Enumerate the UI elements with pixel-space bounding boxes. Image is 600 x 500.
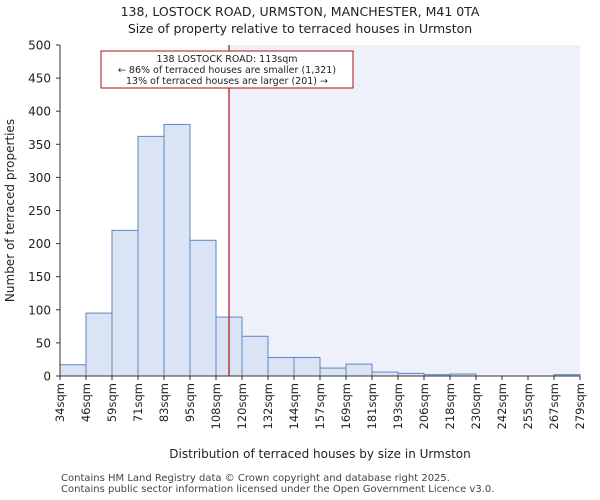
- annotation-box: [100, 50, 354, 89]
- footer-licence: Contains public sector information licen…: [61, 484, 495, 495]
- x-tick-label: 144sqm: [287, 383, 301, 429]
- y-tick-label: 450: [28, 72, 51, 86]
- y-tick-label: 400: [28, 105, 51, 119]
- x-tick-label: 108sqm: [209, 383, 223, 429]
- y-tick-label: 100: [28, 303, 51, 317]
- x-tick-label: 267sqm: [547, 383, 561, 429]
- x-tick-label: 157sqm: [313, 383, 327, 429]
- x-tick-label: 59sqm: [105, 383, 119, 422]
- bar-83sqm: [163, 123, 191, 377]
- x-tick-label: 132sqm: [261, 383, 275, 429]
- y-tick-label: 250: [28, 204, 51, 218]
- x-tick-label: 255sqm: [521, 383, 535, 429]
- x-tick-label: 206sqm: [417, 383, 431, 429]
- larger-properties-region: [229, 45, 580, 376]
- property-annotation: 138 LOSTOCK ROAD: 113sqm ← 86% of terrac…: [100, 50, 354, 89]
- bar-120sqm: [241, 335, 269, 377]
- x-tick-label: 218sqm: [443, 383, 457, 429]
- y-tick-label: 300: [28, 171, 51, 185]
- bar-157sqm: [319, 367, 347, 377]
- x-tick-label: 279sqm: [573, 383, 587, 429]
- chart-title-address: 138, LOSTOCK ROAD, URMSTON, MANCHESTER, …: [120, 4, 480, 19]
- x-tick-label: 83sqm: [157, 383, 171, 422]
- x-axis: 34sqm 46sqm 59sqm 71sqm 83sqm 95sqm 108sqm 120s…: [53, 375, 587, 429]
- bars-group: [59, 123, 581, 377]
- bar-132sqm: [267, 356, 295, 377]
- x-tick-label: 34sqm: [53, 383, 67, 422]
- y-axis: 0 50 100 150 200 250 300 350 400 450 500: [28, 39, 61, 384]
- x-tick-label: 46sqm: [79, 383, 93, 422]
- x-tick-label: 169sqm: [339, 383, 353, 429]
- x-tick-label: 181sqm: [365, 383, 379, 429]
- y-tick-label: 50: [36, 336, 51, 350]
- bar-34sqm: [59, 364, 87, 377]
- x-tick-label: 230sqm: [469, 383, 483, 429]
- y-tick-label: 200: [28, 237, 51, 251]
- bar-95sqm: [189, 239, 217, 377]
- x-tick-label: 71sqm: [131, 383, 145, 422]
- x-tick-label: 120sqm: [235, 383, 249, 429]
- chart-subtitle: Size of property relative to terraced ho…: [127, 21, 473, 36]
- x-tick-label: 242sqm: [495, 383, 509, 429]
- annotation-larger: 13% of terraced houses are larger (201) …: [126, 76, 328, 87]
- bar-169sqm: [345, 363, 373, 377]
- bar-181sqm: [371, 371, 399, 377]
- x-axis-label: Distribution of terraced houses by size …: [169, 447, 470, 461]
- y-tick-label: 150: [28, 270, 51, 284]
- y-axis-label: Number of terraced properties: [3, 119, 17, 302]
- annotation-title: 138 LOSTOCK ROAD: 113sqm: [156, 54, 297, 65]
- y-tick-label: 0: [43, 370, 51, 384]
- y-tick-label: 500: [28, 39, 51, 53]
- bar-144sqm: [293, 356, 321, 377]
- bar-71sqm: [137, 135, 165, 377]
- annotation-smaller: ← 86% of terraced houses are smaller (1,…: [118, 65, 336, 76]
- y-tick-label: 350: [28, 138, 51, 152]
- x-tick-label: 95sqm: [183, 383, 197, 422]
- footer-copyright: Contains HM Land Registry data © Crown c…: [61, 473, 450, 484]
- x-tick-label: 193sqm: [391, 383, 405, 429]
- bar-59sqm: [111, 229, 139, 377]
- bar-46sqm: [85, 312, 113, 377]
